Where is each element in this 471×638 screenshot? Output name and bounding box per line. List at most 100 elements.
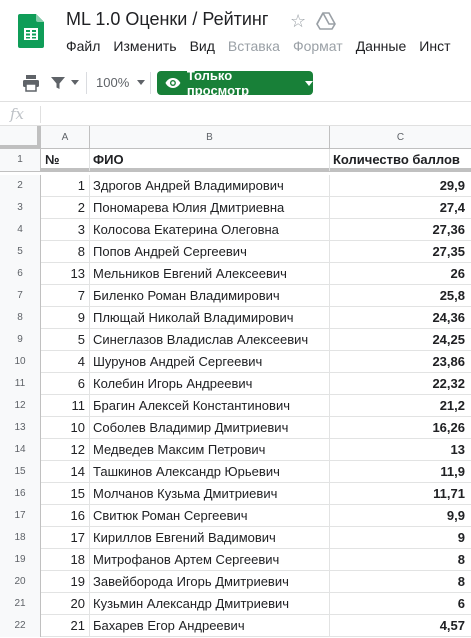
row-number[interactable]: 20	[0, 571, 41, 593]
cell-name[interactable]: Синеглазов Владислав Алексеевич	[90, 329, 330, 351]
cell-name[interactable]: Здрогов Андрей Владимирович	[90, 175, 330, 197]
cell-name[interactable]: Плющай Николай Владимирович	[90, 307, 330, 329]
menu-item[interactable]: Файл	[66, 38, 101, 54]
cell-score[interactable]: 4,57	[439, 618, 465, 633]
cell-number[interactable]: 20	[41, 593, 90, 615]
zoom-select[interactable]: 100%	[96, 75, 130, 90]
menu-item[interactable]: Данные	[355, 38, 407, 54]
cell-score[interactable]: 11,9	[440, 464, 465, 479]
filter-dropdown-chevron-icon[interactable]	[71, 80, 79, 85]
cell-name[interactable]: Молчанов Кузьма Дмитриевич	[90, 483, 330, 505]
row-number[interactable]: 1	[0, 149, 41, 171]
cell-number[interactable]: 9	[41, 307, 90, 329]
cell-score[interactable]: 8	[457, 574, 465, 589]
spreadsheet-grid[interactable]: A B C 1 № ФИО Количество баллов 2 1 Здрого…	[0, 126, 471, 638]
cell-name[interactable]: Свитюк Роман Сергеевич	[90, 505, 330, 527]
cell-name[interactable]: Мельников Евгений Алексеевич	[90, 263, 330, 285]
cell-number[interactable]: 1	[41, 175, 90, 197]
cell-number[interactable]: 19	[41, 571, 90, 593]
cell-name[interactable]: Шурунов Андрей Сергеевич	[90, 351, 330, 373]
cell-name[interactable]: Пономарева Юлия Дмитриевна	[90, 197, 330, 219]
cell-score[interactable]: 13	[450, 442, 465, 457]
cell-score[interactable]: 24,25	[432, 332, 465, 347]
google-sheets-logo[interactable]	[18, 14, 44, 48]
cell-score[interactable]: 24,36	[432, 310, 465, 325]
cell-name[interactable]: Завейборода Игорь Дмитриевич	[90, 571, 330, 593]
header-cell-score[interactable]: Количество баллов	[333, 152, 460, 167]
cell-number[interactable]: 6	[41, 373, 90, 395]
cell-number[interactable]: 14	[41, 461, 90, 483]
print-icon[interactable]	[22, 74, 40, 92]
cell-score[interactable]: 27,35	[432, 244, 465, 259]
cell-score[interactable]: 21,2	[439, 398, 465, 413]
cell-number[interactable]: 7	[41, 285, 90, 307]
row-number[interactable]: 7	[0, 285, 41, 307]
menu-item[interactable]: Формат	[292, 38, 343, 54]
column-header-a[interactable]: A	[41, 126, 90, 149]
view-only-button[interactable]: Только просмотр	[157, 68, 313, 98]
filter-icon[interactable]	[50, 75, 66, 91]
cell-number[interactable]: 21	[41, 615, 90, 637]
cell-number[interactable]: 2	[41, 197, 90, 219]
cell-score[interactable]: 22,32	[432, 376, 465, 391]
zoom-dropdown-chevron-icon[interactable]	[137, 80, 145, 85]
menu-item[interactable]: Изменить	[113, 38, 177, 54]
cell-number[interactable]: 12	[41, 439, 90, 461]
cell-number[interactable]: 10	[41, 417, 90, 439]
row-number[interactable]: 2	[0, 175, 41, 197]
row-number[interactable]: 5	[0, 241, 41, 263]
cell-name[interactable]: Биленко Роман Владимирович	[90, 285, 330, 307]
cell-number[interactable]: 18	[41, 549, 90, 571]
document-title[interactable]: ML 1.0 Оценки / Рейтинг	[66, 9, 269, 29]
cell-number[interactable]: 16	[41, 505, 90, 527]
row-number[interactable]: 15	[0, 461, 41, 483]
cell-number[interactable]: 15	[41, 483, 90, 505]
column-header-b[interactable]: B	[90, 126, 330, 149]
row-number[interactable]: 4	[0, 219, 41, 241]
cell-number[interactable]: 8	[41, 241, 90, 263]
cell-score[interactable]: 11,71	[433, 486, 465, 501]
cell-score[interactable]: 8	[457, 552, 465, 567]
row-number[interactable]: 6	[0, 263, 41, 285]
cell-score[interactable]: 27,4	[439, 200, 465, 215]
cell-number[interactable]: 11	[41, 395, 90, 417]
cell-score[interactable]: 9	[457, 530, 465, 545]
row-number[interactable]: 19	[0, 549, 41, 571]
menu-item[interactable]: Инст	[419, 38, 451, 54]
row-number[interactable]: 10	[0, 351, 41, 373]
row-number[interactable]: 11	[0, 373, 41, 395]
cell-name[interactable]: Кириллов Евгений Вадимович	[90, 527, 330, 549]
cell-name[interactable]: Митрофанов Артем Сергеевич	[90, 549, 330, 571]
cell-name[interactable]: Соболев Владимир Дмитриевич	[90, 417, 330, 439]
row-number[interactable]: 14	[0, 439, 41, 461]
cell-name[interactable]: Бахарев Егор Андреевич	[90, 615, 330, 637]
cell-score[interactable]: 16,26	[432, 420, 465, 435]
cell-score[interactable]: 23,86	[432, 354, 465, 369]
header-cell-number[interactable]: №	[41, 149, 90, 171]
cell-name[interactable]: Попов Андрей Сергеевич	[90, 241, 330, 263]
cell-name[interactable]: Брагин Алексей Константинович	[90, 395, 330, 417]
cell-number[interactable]: 4	[41, 351, 90, 373]
row-number[interactable]: 22	[0, 615, 41, 637]
menu-item[interactable]: Вставка	[227, 38, 280, 54]
column-header-c[interactable]: C	[396, 132, 405, 143]
row-number[interactable]: 18	[0, 527, 41, 549]
cell-name[interactable]: Колебин Игорь Андреевич	[90, 373, 330, 395]
row-number[interactable]: 8	[0, 307, 41, 329]
select-all-corner[interactable]	[0, 126, 41, 149]
cell-score[interactable]: 27,36	[432, 222, 465, 237]
cell-score[interactable]: 6	[457, 596, 465, 611]
cell-name[interactable]: Медведев Максим Петрович	[90, 439, 330, 461]
cell-name[interactable]: Ташкинов Александр Юрьевич	[90, 461, 330, 483]
cell-number[interactable]: 5	[41, 329, 90, 351]
row-number[interactable]: 12	[0, 395, 41, 417]
row-number[interactable]: 13	[0, 417, 41, 439]
drive-status-icon[interactable]	[316, 12, 336, 30]
row-number[interactable]: 16	[0, 483, 41, 505]
cell-score[interactable]: 26	[450, 266, 465, 281]
cell-score[interactable]: 25,8	[439, 288, 465, 303]
header-cell-name[interactable]: ФИО	[90, 149, 330, 171]
cell-number[interactable]: 3	[41, 219, 90, 241]
cell-score[interactable]: 9,9	[446, 508, 465, 523]
menu-item[interactable]: Вид	[189, 38, 215, 54]
